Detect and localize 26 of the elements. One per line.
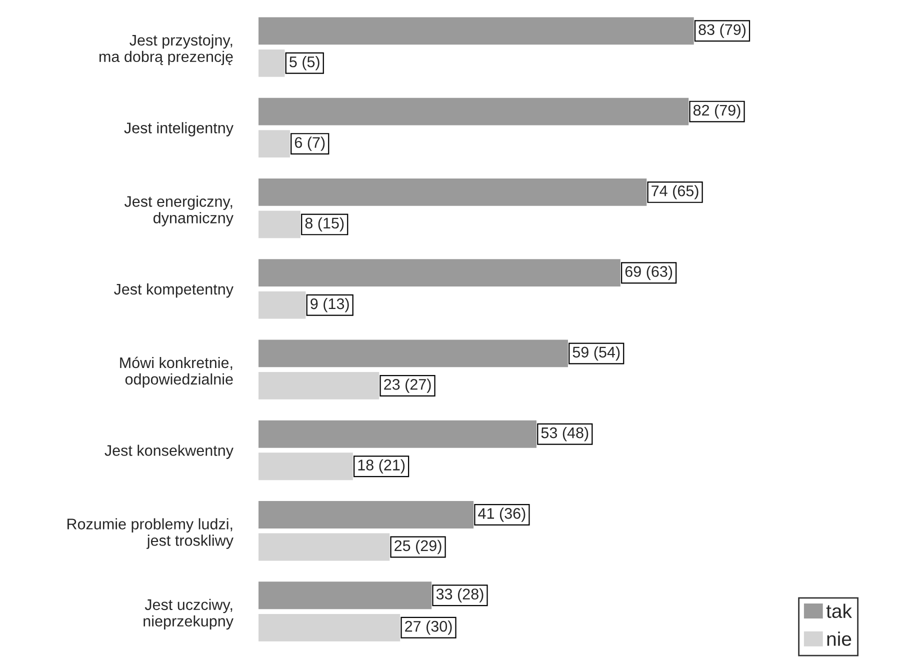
data-label: 74 (65) xyxy=(652,185,698,200)
y-tick-label: Jest konsekwentny xyxy=(104,444,234,459)
data-label: 59 (54) xyxy=(572,346,620,361)
data-label: 83 (79) xyxy=(698,24,746,38)
y-tick-label: Jest energiczny, dynamiczny xyxy=(124,196,234,226)
y-tick-label: Mówi konkretnie, odpowiedzialnie xyxy=(120,356,233,388)
data-label: 53 (48) xyxy=(541,426,588,442)
data-label: 8 (15) xyxy=(305,217,344,232)
y-tick-label: Jest uczciwy, nieprzekupny xyxy=(144,598,234,630)
data-label: 33 (28) xyxy=(436,588,484,603)
data-label: 69 (63) xyxy=(625,266,672,280)
data-label: 9 (13) xyxy=(310,298,349,312)
y-tick-label: Jest kompetentny xyxy=(114,283,234,298)
data-label: 18 (21) xyxy=(358,459,405,474)
legend-label: nie xyxy=(827,632,852,646)
data-label: 41 (36) xyxy=(478,508,526,522)
data-label: 25 (29) xyxy=(394,540,442,554)
y-tick-label: Rozumie problemy ludzi, jest troskliwy xyxy=(67,518,234,549)
legend-label: tak xyxy=(826,604,852,618)
data-label: 23 (27) xyxy=(384,378,431,393)
data-label: 27 (30) xyxy=(405,620,452,635)
data-label: 82 (79) xyxy=(693,104,740,119)
y-tick-label: Jest inteligentny xyxy=(124,122,234,136)
data-label: 5 (5) xyxy=(290,56,320,70)
y-tick-label: Jest przystojny, ma dobrą prezencję xyxy=(99,34,233,66)
data-label: 6 (7) xyxy=(294,136,325,151)
